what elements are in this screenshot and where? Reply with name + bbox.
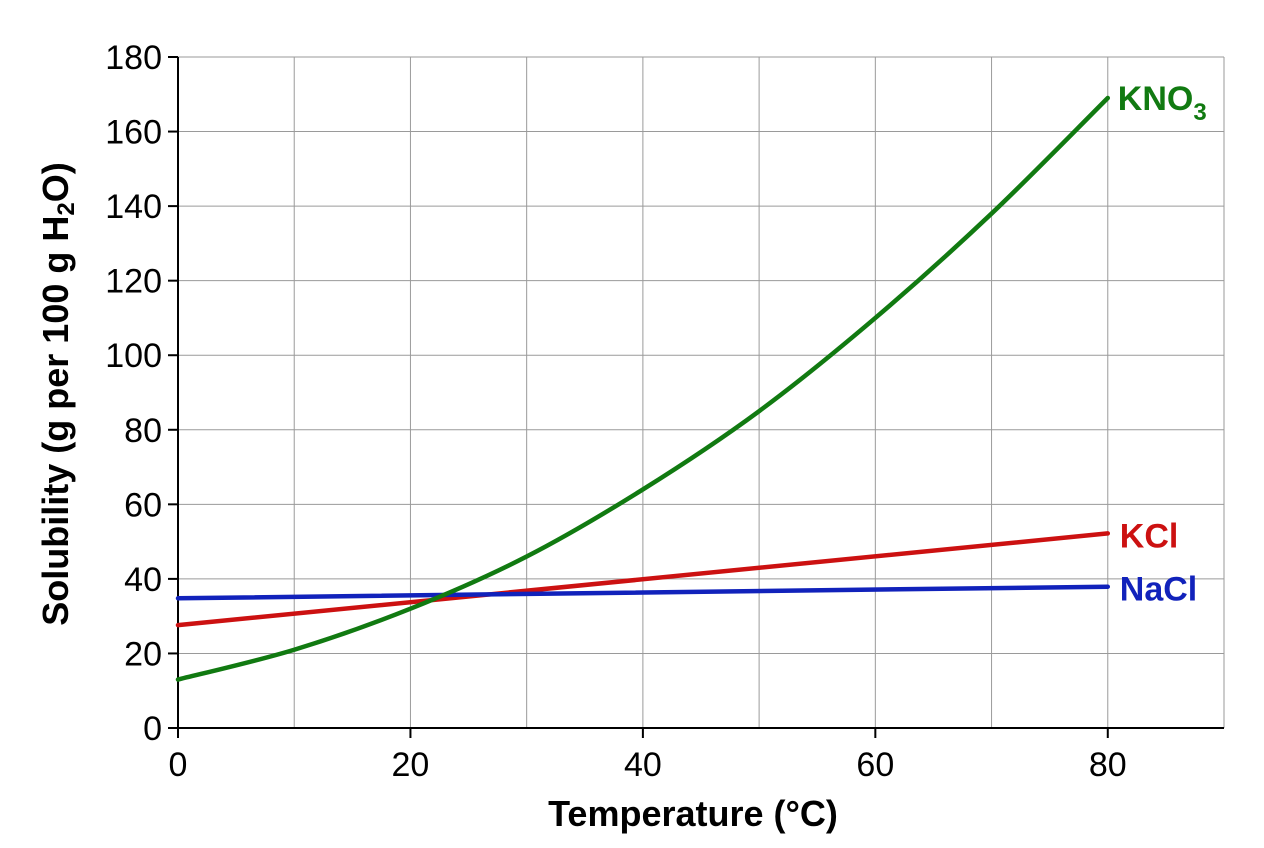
y-axis-title-main: Solubility (g per 100 g H [35,216,76,626]
y-axis-title-subscript: 2 [53,202,80,215]
series-label-subscript: 3 [1193,99,1206,126]
y-tick-label: 40 [124,561,162,599]
series-label-nacl: NaCl [1120,571,1197,609]
series-line-kno3 [175,95,1111,682]
x-tick-label: 0 [169,746,188,784]
y-tick-label: 160 [105,114,162,152]
y-tick-label: 20 [124,635,162,673]
x-tick-label: 40 [624,746,662,784]
y-axis-title-end: O) [35,162,76,202]
y-tick-label: 100 [105,337,162,375]
x-axis-title: Temperature (°C) [548,793,838,834]
series-line-kcl [175,531,1111,628]
series-label-text: NaCl [1120,571,1197,609]
series-label-text: KNO [1118,80,1194,118]
y-tick-label: 60 [124,486,162,524]
series-label-kno3: KNO3 [1118,80,1207,126]
y-axis-title: Solubility (g per 100 g H2O) [35,162,80,625]
tick-marks [168,56,1109,738]
y-tick-label: 180 [105,39,162,77]
y-tick-label: 0 [143,710,162,748]
series-lines [175,95,1111,682]
y-tick-label: 80 [124,412,162,450]
y-tick-label: 120 [105,263,162,301]
series-label-kcl: KCl [1120,517,1179,555]
x-tick-label: 20 [392,746,430,784]
x-tick-label: 60 [856,746,894,784]
series-label-text: KCl [1120,517,1179,555]
y-tick-label: 140 [105,188,162,226]
series-line-nacl [175,584,1111,601]
tick-labels: 0 20 40 60 80 100 120 140 160 180 0 20 40 60 80 [105,39,1126,784]
grid [177,56,1225,728]
series-labels: KNO3 KCl NaCl [1118,80,1207,609]
axes [177,57,1224,729]
x-tick-label: 80 [1089,746,1127,784]
